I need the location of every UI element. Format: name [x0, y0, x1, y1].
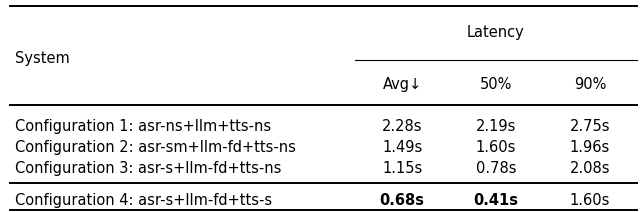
Text: Avg↓: Avg↓ — [383, 77, 422, 92]
Text: System: System — [15, 51, 70, 66]
Text: 2.19s: 2.19s — [476, 119, 516, 134]
Text: Configuration 2: asr-sm+llm-fd+tts-ns: Configuration 2: asr-sm+llm-fd+tts-ns — [15, 140, 296, 155]
Text: 0.78s: 0.78s — [476, 161, 516, 176]
Text: 2.75s: 2.75s — [570, 119, 610, 134]
Text: 2.08s: 2.08s — [570, 161, 610, 176]
Text: 0.41s: 0.41s — [474, 193, 518, 208]
Text: 1.15s: 1.15s — [382, 161, 422, 176]
Text: 0.68s: 0.68s — [380, 193, 424, 208]
Text: 1.49s: 1.49s — [382, 140, 422, 155]
Text: 50%: 50% — [480, 77, 512, 92]
Text: 1.60s: 1.60s — [476, 140, 516, 155]
Text: Configuration 3: asr-s+llm-fd+tts-ns: Configuration 3: asr-s+llm-fd+tts-ns — [15, 161, 281, 176]
Text: 2.28s: 2.28s — [382, 119, 422, 134]
Text: Configuration 4: asr-s+llm-fd+tts-s: Configuration 4: asr-s+llm-fd+tts-s — [15, 193, 272, 208]
Text: 90%: 90% — [573, 77, 606, 92]
Text: Configuration 1: asr-ns+llm+tts-ns: Configuration 1: asr-ns+llm+tts-ns — [15, 119, 271, 134]
Text: Latency: Latency — [467, 25, 525, 40]
Text: 1.96s: 1.96s — [570, 140, 610, 155]
Text: 1.60s: 1.60s — [570, 193, 610, 208]
